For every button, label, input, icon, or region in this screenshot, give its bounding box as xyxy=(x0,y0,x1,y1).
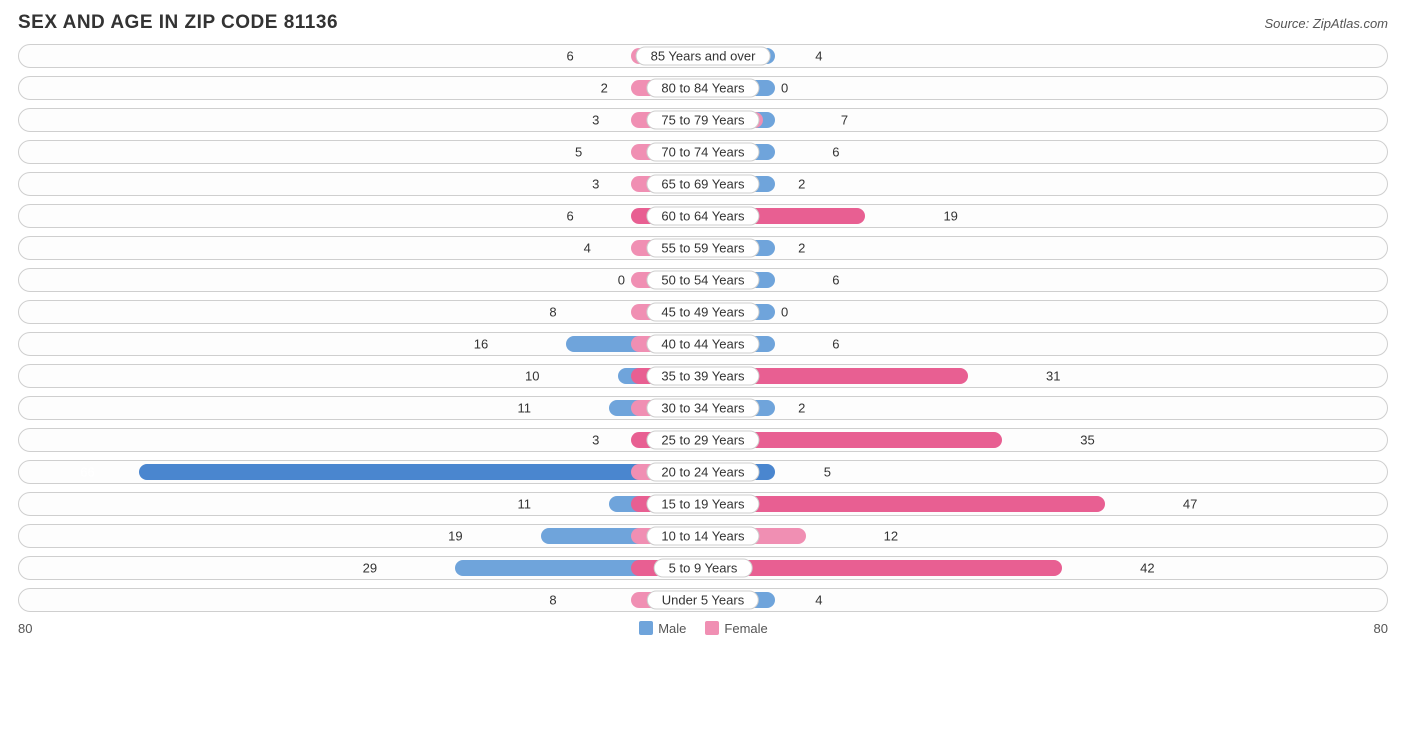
population-pyramid-chart: 6 4 85 Years and over 2 0 80 to 84 Years 3 7 75 … xyxy=(18,44,1388,612)
age-group-label: 70 to 74 Years xyxy=(646,143,759,162)
axis-max-right: 80 xyxy=(1374,621,1388,636)
age-group-label: 55 to 59 Years xyxy=(646,239,759,258)
male-value: 10 xyxy=(525,369,539,384)
female-value: 4 xyxy=(815,49,822,64)
age-group-label: 10 to 14 Years xyxy=(646,527,759,546)
age-group-label: 25 to 29 Years xyxy=(646,431,759,450)
chart-row: 8 0 45 to 49 Years xyxy=(18,300,1388,324)
chart-row: 16 6 40 to 44 Years xyxy=(18,332,1388,356)
legend-male-swatch xyxy=(638,620,654,636)
male-value: 5 xyxy=(575,145,582,160)
chart-row: 11 47 15 to 19 Years xyxy=(18,492,1388,516)
male-value: 11 xyxy=(517,497,531,512)
legend-male: Male xyxy=(638,620,686,636)
female-value: 0 xyxy=(781,305,788,320)
age-group-label: 30 to 34 Years xyxy=(646,399,759,418)
age-group-label: 50 to 54 Years xyxy=(646,271,759,290)
chart-row: 4 2 55 to 59 Years xyxy=(18,236,1388,260)
female-value: 31 xyxy=(1046,369,1060,384)
age-group-label: 20 to 24 Years xyxy=(646,463,759,482)
chart-row: 3 2 65 to 69 Years xyxy=(18,172,1388,196)
chart-row: 66 5 20 to 24 Years xyxy=(18,460,1388,484)
legend-female-label: Female xyxy=(724,621,767,636)
chart-header: SEX AND AGE IN ZIP CODE 81136 Source: Zi… xyxy=(18,12,1388,34)
female-value: 12 xyxy=(884,529,898,544)
chart-row: 6 19 60 to 64 Years xyxy=(18,204,1388,228)
age-group-label: 75 to 79 Years xyxy=(646,111,759,130)
male-value: 3 xyxy=(592,113,599,128)
female-value: 6 xyxy=(832,145,839,160)
male-value: 3 xyxy=(592,177,599,192)
male-value: 66 xyxy=(80,465,94,480)
age-group-label: 5 to 9 Years xyxy=(654,559,753,578)
chart-title: SEX AND AGE IN ZIP CODE 81136 xyxy=(18,12,338,34)
chart-row: 29 42 5 to 9 Years xyxy=(18,556,1388,580)
male-value: 19 xyxy=(448,529,462,544)
chart-row: 8 4 Under 5 Years xyxy=(18,588,1388,612)
male-value: 16 xyxy=(474,337,488,352)
female-value: 47 xyxy=(1183,497,1197,512)
female-value: 0 xyxy=(781,81,788,96)
female-value: 5 xyxy=(824,465,831,480)
age-group-label: 40 to 44 Years xyxy=(646,335,759,354)
female-value: 2 xyxy=(798,241,805,256)
legend-male-label: Male xyxy=(658,621,686,636)
chart-row: 3 35 25 to 29 Years xyxy=(18,428,1388,452)
axis-max-left: 80 xyxy=(18,621,32,636)
male-value: 8 xyxy=(549,305,556,320)
age-group-label: 60 to 64 Years xyxy=(646,207,759,226)
chart-row: 11 2 30 to 34 Years xyxy=(18,396,1388,420)
chart-row: 5 6 70 to 74 Years xyxy=(18,140,1388,164)
chart-row: 6 4 85 Years and over xyxy=(18,44,1388,68)
age-group-label: 65 to 69 Years xyxy=(646,175,759,194)
chart-source: Source: ZipAtlas.com xyxy=(1264,16,1388,31)
female-value: 42 xyxy=(1140,561,1154,576)
male-value: 4 xyxy=(584,241,591,256)
age-group-label: 35 to 39 Years xyxy=(646,367,759,386)
chart-row: 19 12 10 to 14 Years xyxy=(18,524,1388,548)
legend-female: Female xyxy=(704,620,767,636)
female-value: 19 xyxy=(943,209,957,224)
female-value: 6 xyxy=(832,337,839,352)
chart-legend: Male Female xyxy=(638,620,768,636)
age-group-label: 80 to 84 Years xyxy=(646,79,759,98)
male-value: 0 xyxy=(618,273,625,288)
male-value: 29 xyxy=(363,561,377,576)
chart-row: 0 6 50 to 54 Years xyxy=(18,268,1388,292)
male-value: 2 xyxy=(601,81,608,96)
age-group-label: 85 Years and over xyxy=(636,47,771,66)
male-value: 8 xyxy=(549,593,556,608)
chart-footer: 80 Male Female 80 xyxy=(18,620,1388,636)
male-value: 11 xyxy=(517,401,531,416)
legend-female-swatch xyxy=(704,620,720,636)
male-value: 3 xyxy=(592,433,599,448)
male-value: 6 xyxy=(566,49,573,64)
female-value: 6 xyxy=(832,273,839,288)
female-value: 2 xyxy=(798,177,805,192)
age-group-label: 45 to 49 Years xyxy=(646,303,759,322)
female-value: 35 xyxy=(1080,433,1094,448)
female-value: 2 xyxy=(798,401,805,416)
male-value: 6 xyxy=(566,209,573,224)
age-group-label: 15 to 19 Years xyxy=(646,495,759,514)
age-group-label: Under 5 Years xyxy=(647,591,759,610)
female-value: 7 xyxy=(841,113,848,128)
female-value: 4 xyxy=(815,593,822,608)
chart-row: 3 7 75 to 79 Years xyxy=(18,108,1388,132)
chart-row: 2 0 80 to 84 Years xyxy=(18,76,1388,100)
chart-row: 10 31 35 to 39 Years xyxy=(18,364,1388,388)
